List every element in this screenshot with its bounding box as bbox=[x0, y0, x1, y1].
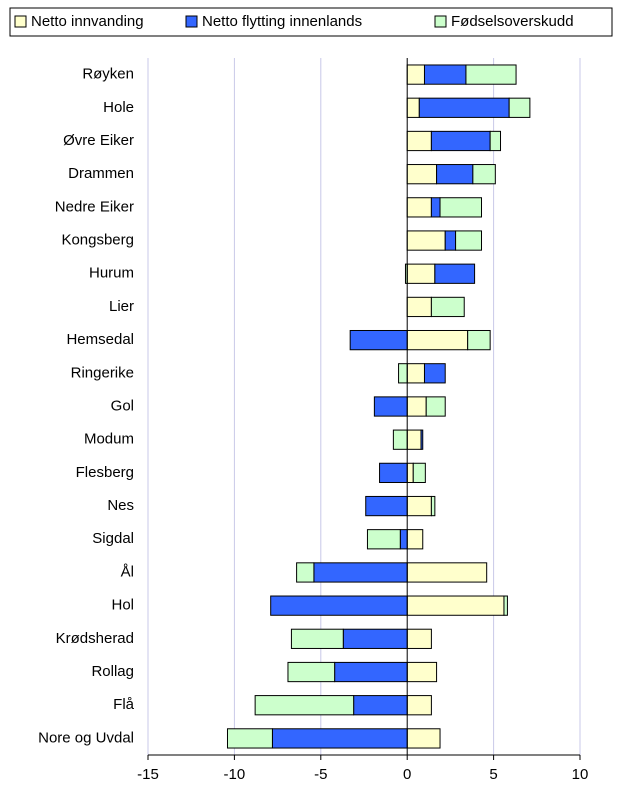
bar bbox=[406, 595, 505, 616]
bar bbox=[296, 562, 315, 583]
y-tick-label: Ringerike bbox=[71, 364, 134, 381]
bar bbox=[420, 429, 424, 450]
y-tick-label: Nedre Eiker bbox=[55, 198, 134, 215]
bar bbox=[406, 396, 427, 417]
y-tick-label: Kongsberg bbox=[61, 232, 134, 249]
bar bbox=[406, 562, 488, 583]
bar bbox=[342, 628, 408, 649]
bar bbox=[423, 64, 467, 85]
bar bbox=[430, 197, 441, 218]
legend-swatch bbox=[434, 15, 447, 28]
bar bbox=[406, 97, 420, 118]
bar bbox=[489, 130, 502, 152]
bar bbox=[412, 462, 426, 484]
bar bbox=[406, 363, 425, 384]
bar bbox=[465, 64, 517, 85]
y-tick-label: Flå bbox=[113, 696, 134, 713]
bar bbox=[418, 97, 510, 118]
legend-box bbox=[9, 7, 613, 37]
legend-swatch bbox=[14, 15, 27, 28]
bar bbox=[455, 230, 483, 251]
bar bbox=[366, 529, 401, 550]
bar bbox=[271, 728, 408, 749]
y-tick-label: Modum bbox=[84, 431, 134, 448]
y-tick-label: Hemsedal bbox=[66, 331, 134, 348]
bar bbox=[467, 329, 491, 351]
bar bbox=[373, 396, 408, 417]
legend-label: Netto innvanding bbox=[31, 13, 144, 30]
y-tick-label: Gol bbox=[111, 397, 134, 414]
bar bbox=[406, 695, 432, 716]
bar bbox=[270, 595, 408, 616]
y-tick-label: Øvre Eiker bbox=[63, 132, 134, 149]
bar bbox=[472, 164, 496, 185]
bar bbox=[503, 595, 508, 616]
bar bbox=[353, 695, 408, 716]
x-tick-label: -5 bbox=[314, 766, 327, 783]
bar bbox=[406, 429, 422, 450]
x-tick-label: -10 bbox=[224, 766, 246, 783]
bar bbox=[406, 263, 436, 284]
bar bbox=[406, 296, 432, 318]
bar bbox=[430, 296, 465, 318]
bar bbox=[334, 661, 408, 683]
bar bbox=[406, 230, 446, 251]
bar bbox=[434, 263, 476, 284]
bar bbox=[287, 661, 336, 683]
y-tick-label: Røyken bbox=[82, 66, 134, 83]
y-tick-label: Krødsherad bbox=[56, 630, 134, 647]
y-tick-label: Lier bbox=[109, 298, 134, 315]
bar bbox=[365, 495, 408, 517]
bar bbox=[406, 495, 432, 517]
bar bbox=[406, 130, 432, 152]
y-tick-label: Ål bbox=[121, 563, 134, 580]
legend-label: Fødselsoverskudd bbox=[451, 13, 574, 30]
bar bbox=[313, 562, 408, 583]
bar bbox=[406, 64, 425, 85]
bar bbox=[406, 529, 424, 550]
bar bbox=[226, 728, 273, 749]
bar bbox=[290, 628, 344, 649]
bar bbox=[379, 462, 408, 484]
bar bbox=[254, 695, 355, 716]
x-tick-label: 5 bbox=[489, 766, 497, 783]
y-tick-label: Drammen bbox=[68, 165, 134, 182]
legend-label: Netto flytting innenlands bbox=[202, 13, 362, 30]
x-tick-label: 0 bbox=[403, 766, 411, 783]
y-tick-label: Rollag bbox=[91, 663, 134, 680]
x-tick-label: -15 bbox=[137, 766, 159, 783]
y-tick-label: Nore og Uvdal bbox=[38, 729, 134, 746]
bar bbox=[398, 363, 408, 384]
bar bbox=[430, 495, 436, 517]
bar bbox=[406, 164, 438, 185]
bar bbox=[439, 197, 483, 218]
bar bbox=[444, 230, 457, 251]
bar bbox=[349, 329, 408, 351]
bar bbox=[399, 529, 408, 550]
legend-swatch bbox=[185, 15, 198, 28]
y-tick-label: Hurum bbox=[89, 265, 134, 282]
y-tick-label: Hole bbox=[103, 99, 134, 116]
bar bbox=[423, 363, 446, 384]
bar bbox=[392, 429, 408, 450]
bar bbox=[508, 97, 531, 118]
y-tick-label: Hol bbox=[111, 597, 134, 614]
x-tick-label: 10 bbox=[572, 766, 589, 783]
bar bbox=[406, 329, 469, 351]
bar bbox=[430, 130, 491, 152]
bar bbox=[425, 396, 446, 417]
bar bbox=[406, 661, 438, 683]
bar bbox=[406, 462, 414, 484]
y-tick-label: Nes bbox=[107, 497, 134, 514]
bar bbox=[436, 164, 474, 185]
bar bbox=[406, 628, 432, 649]
y-tick-label: Flesberg bbox=[76, 464, 134, 481]
y-tick-label: Sigdal bbox=[92, 530, 134, 547]
bar bbox=[406, 197, 432, 218]
bar bbox=[406, 728, 441, 749]
